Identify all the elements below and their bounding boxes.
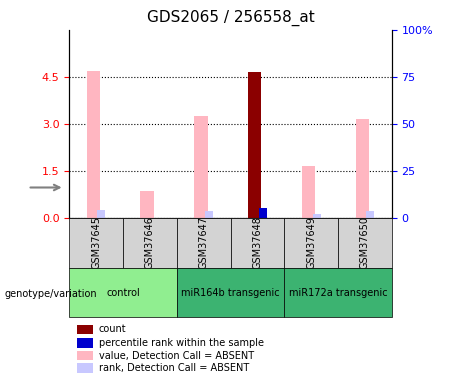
- Text: GSM37650: GSM37650: [360, 216, 370, 269]
- Bar: [97, 210, 106, 218]
- Bar: [77, 338, 93, 348]
- Text: value, Detection Call = ABSENT: value, Detection Call = ABSENT: [99, 351, 254, 361]
- FancyBboxPatch shape: [284, 217, 338, 268]
- Bar: [313, 214, 320, 217]
- Text: GSM37649: GSM37649: [306, 216, 316, 269]
- FancyBboxPatch shape: [230, 217, 284, 268]
- Text: GSM37645: GSM37645: [91, 216, 101, 269]
- FancyBboxPatch shape: [123, 217, 177, 268]
- Bar: [77, 325, 93, 334]
- Bar: [248, 72, 261, 217]
- Title: GDS2065 / 256558_at: GDS2065 / 256558_at: [147, 10, 314, 26]
- Bar: [87, 70, 100, 217]
- Text: control: control: [106, 288, 140, 297]
- FancyBboxPatch shape: [177, 217, 230, 268]
- Text: count: count: [99, 324, 126, 334]
- Text: miR172a transgenic: miR172a transgenic: [289, 288, 387, 297]
- FancyBboxPatch shape: [69, 268, 177, 317]
- Bar: [205, 211, 213, 218]
- FancyBboxPatch shape: [284, 268, 392, 317]
- Bar: [77, 351, 93, 360]
- Text: percentile rank within the sample: percentile rank within the sample: [99, 338, 264, 348]
- Bar: [77, 363, 93, 373]
- Text: GSM37648: GSM37648: [252, 216, 262, 269]
- FancyBboxPatch shape: [177, 268, 284, 317]
- FancyBboxPatch shape: [338, 217, 392, 268]
- Text: genotype/variation: genotype/variation: [5, 290, 97, 299]
- FancyBboxPatch shape: [69, 217, 123, 268]
- Text: GSM37646: GSM37646: [145, 216, 155, 269]
- Text: rank, Detection Call = ABSENT: rank, Detection Call = ABSENT: [99, 363, 249, 373]
- Bar: [302, 166, 315, 218]
- Bar: [259, 208, 267, 218]
- Bar: [366, 211, 374, 218]
- Bar: [194, 116, 207, 218]
- Text: miR164b transgenic: miR164b transgenic: [181, 288, 280, 297]
- Text: GSM37647: GSM37647: [199, 216, 209, 269]
- Bar: [141, 191, 154, 217]
- Bar: [355, 119, 369, 218]
